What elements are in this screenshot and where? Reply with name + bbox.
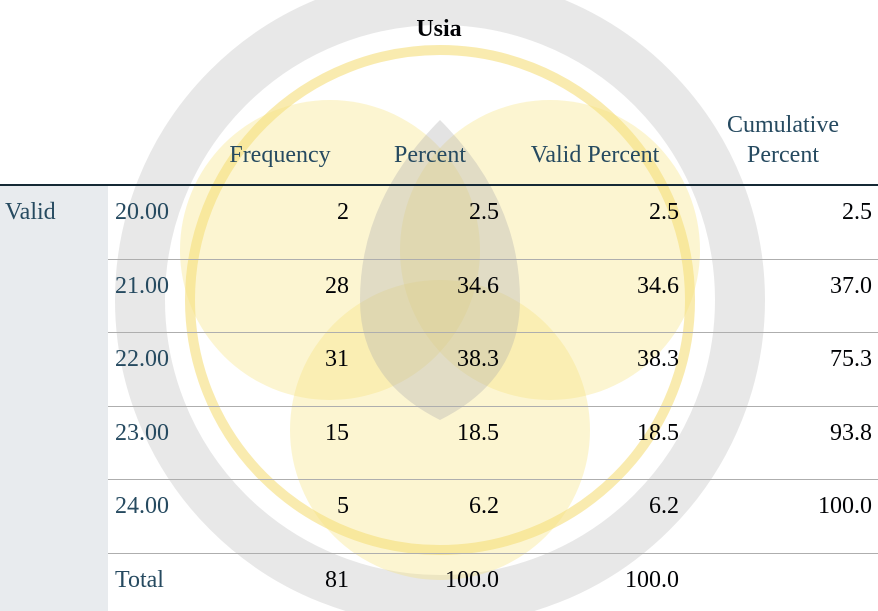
cell-value: 100.0 (688, 491, 872, 521)
cell-value: 81 (205, 565, 349, 595)
row-rule (108, 259, 878, 260)
cell-value: 28 (205, 271, 349, 301)
cell-value: 100.0 (355, 565, 499, 595)
cell-value: 75.3 (688, 344, 872, 374)
cell-value: 15 (205, 418, 349, 448)
row-rule (108, 406, 878, 407)
row-label: 22.00 (115, 344, 169, 374)
column-header: Percent (375, 70, 485, 170)
cell-value: 34.6 (355, 271, 499, 301)
row-label: 20.00 (115, 197, 169, 227)
cell-value: 6.2 (355, 491, 499, 521)
cell-value: 2.5 (688, 197, 872, 227)
row-rule (108, 553, 878, 554)
page: Usia FrequencyPercent Valid Percent Cumula… (0, 0, 878, 611)
cell-value: 34.6 (505, 271, 679, 301)
cell-value: 31 (205, 344, 349, 374)
row-label: Total (115, 565, 164, 595)
cell-value: 38.3 (505, 344, 679, 374)
cell-value: 2.5 (355, 197, 499, 227)
cell-value: 18.5 (355, 418, 499, 448)
row-label: 24.00 (115, 491, 169, 521)
column-header: Frequency (205, 70, 355, 170)
cell-value: 5 (205, 491, 349, 521)
table-title: Usia (0, 16, 878, 43)
row-rule (108, 332, 878, 333)
group-label: Valid (5, 197, 56, 227)
header-rule (0, 184, 878, 186)
row-label: 21.00 (115, 271, 169, 301)
cell-value: 38.3 (355, 344, 499, 374)
cell-value: 18.5 (505, 418, 679, 448)
cell-value: 2.5 (505, 197, 679, 227)
row-header-shade (0, 185, 108, 611)
cell-value: 93.8 (688, 418, 872, 448)
cell-value: 37.0 (688, 271, 872, 301)
cell-value: 6.2 (505, 491, 679, 521)
cell-value: 100.0 (505, 565, 679, 595)
cell-value: 2 (205, 197, 349, 227)
column-header: Valid Percent (525, 70, 665, 170)
row-label: 23.00 (115, 418, 169, 448)
column-header: Cumulative Percent (708, 70, 858, 170)
row-rule (108, 479, 878, 480)
